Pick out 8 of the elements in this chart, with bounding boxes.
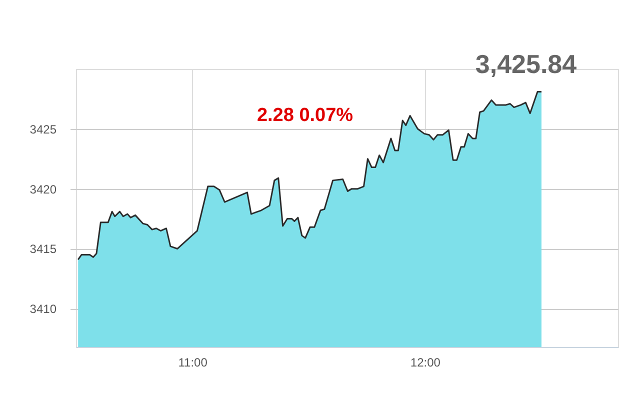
x-tick-label: 11:00 [178,356,208,370]
y-tick-label: 3415 [30,242,57,256]
y-tick-label: 3425 [30,122,57,136]
y-tick-label: 3420 [30,182,57,196]
x-tick-label: 12:00 [410,356,441,370]
annotation: 3,425.84 [475,49,578,79]
annotation: 2.28 0.07% [256,105,354,126]
y-tick-label: 3410 [30,302,57,316]
